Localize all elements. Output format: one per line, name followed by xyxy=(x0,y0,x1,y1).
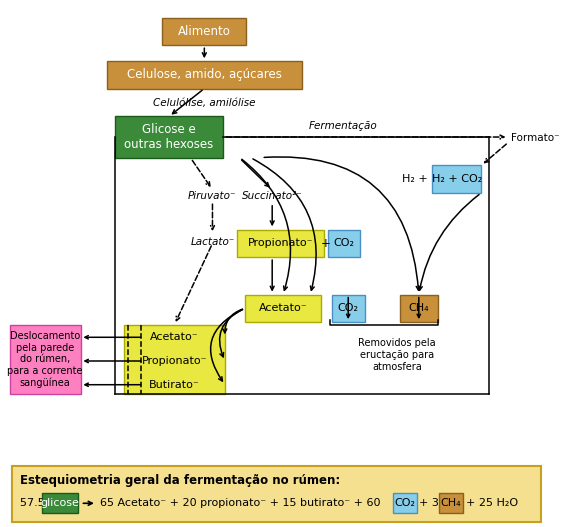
Text: + 25 H₂O: + 25 H₂O xyxy=(466,499,518,508)
FancyBboxPatch shape xyxy=(10,325,81,394)
FancyBboxPatch shape xyxy=(332,295,365,322)
Text: H₂ + CO₂: H₂ + CO₂ xyxy=(431,174,482,184)
Text: Lactato⁻: Lactato⁻ xyxy=(191,238,235,247)
Text: Butirato⁻: Butirato⁻ xyxy=(149,380,200,389)
Text: Glicose e
outras hexoses: Glicose e outras hexoses xyxy=(124,123,214,151)
FancyBboxPatch shape xyxy=(115,116,223,158)
Text: glicose: glicose xyxy=(41,499,79,508)
Text: Removidos pela
eructação para
atmosfera: Removidos pela eructação para atmosfera xyxy=(358,338,436,372)
FancyBboxPatch shape xyxy=(162,18,247,45)
Text: Deslocamento
pela parede
do rúmen,
para a corrente
sangüínea: Deslocamento pela parede do rúmen, para … xyxy=(7,331,83,388)
FancyBboxPatch shape xyxy=(433,165,481,193)
FancyBboxPatch shape xyxy=(328,230,360,257)
Text: Acetato⁻: Acetato⁻ xyxy=(150,333,199,342)
Text: 65 Acetato⁻ + 20 propionato⁻ + 15 butirato⁻ + 60: 65 Acetato⁻ + 20 propionato⁻ + 15 butira… xyxy=(100,499,382,508)
Text: Piruvato⁻: Piruvato⁻ xyxy=(188,191,236,201)
FancyBboxPatch shape xyxy=(400,295,438,322)
FancyBboxPatch shape xyxy=(237,230,324,257)
Text: Alimento: Alimento xyxy=(178,25,231,38)
Text: Celulólise, amilólise: Celulólise, amilólise xyxy=(153,98,256,108)
Text: + 35: + 35 xyxy=(420,499,448,508)
FancyBboxPatch shape xyxy=(43,493,78,513)
FancyBboxPatch shape xyxy=(245,295,321,322)
FancyBboxPatch shape xyxy=(439,493,463,513)
Text: CO₂: CO₂ xyxy=(333,239,354,248)
FancyBboxPatch shape xyxy=(107,61,302,89)
Text: 57.5: 57.5 xyxy=(20,499,46,508)
Text: CO₂: CO₂ xyxy=(338,304,359,313)
Text: Acetato⁻: Acetato⁻ xyxy=(259,304,307,313)
Text: Estequiometria geral da fermentação no rúmen:: Estequiometria geral da fermentação no r… xyxy=(20,474,340,487)
FancyBboxPatch shape xyxy=(124,325,225,394)
Text: Succinato²⁻: Succinato²⁻ xyxy=(242,191,303,201)
Text: Celulose, amido, açúcares: Celulose, amido, açúcares xyxy=(127,69,282,81)
Text: Fermentação: Fermentação xyxy=(308,122,377,131)
Text: H₂ +: H₂ + xyxy=(401,174,431,184)
Text: Propionato⁻: Propionato⁻ xyxy=(142,356,207,366)
Text: Formato⁻: Formato⁻ xyxy=(511,133,560,143)
Text: Propionato⁻: Propionato⁻ xyxy=(248,239,313,248)
Text: CH₄: CH₄ xyxy=(408,304,429,313)
FancyBboxPatch shape xyxy=(393,493,417,513)
Text: CO₂: CO₂ xyxy=(395,499,416,508)
FancyBboxPatch shape xyxy=(11,466,541,522)
Text: +: + xyxy=(320,237,331,250)
Text: CH₄: CH₄ xyxy=(441,499,462,508)
